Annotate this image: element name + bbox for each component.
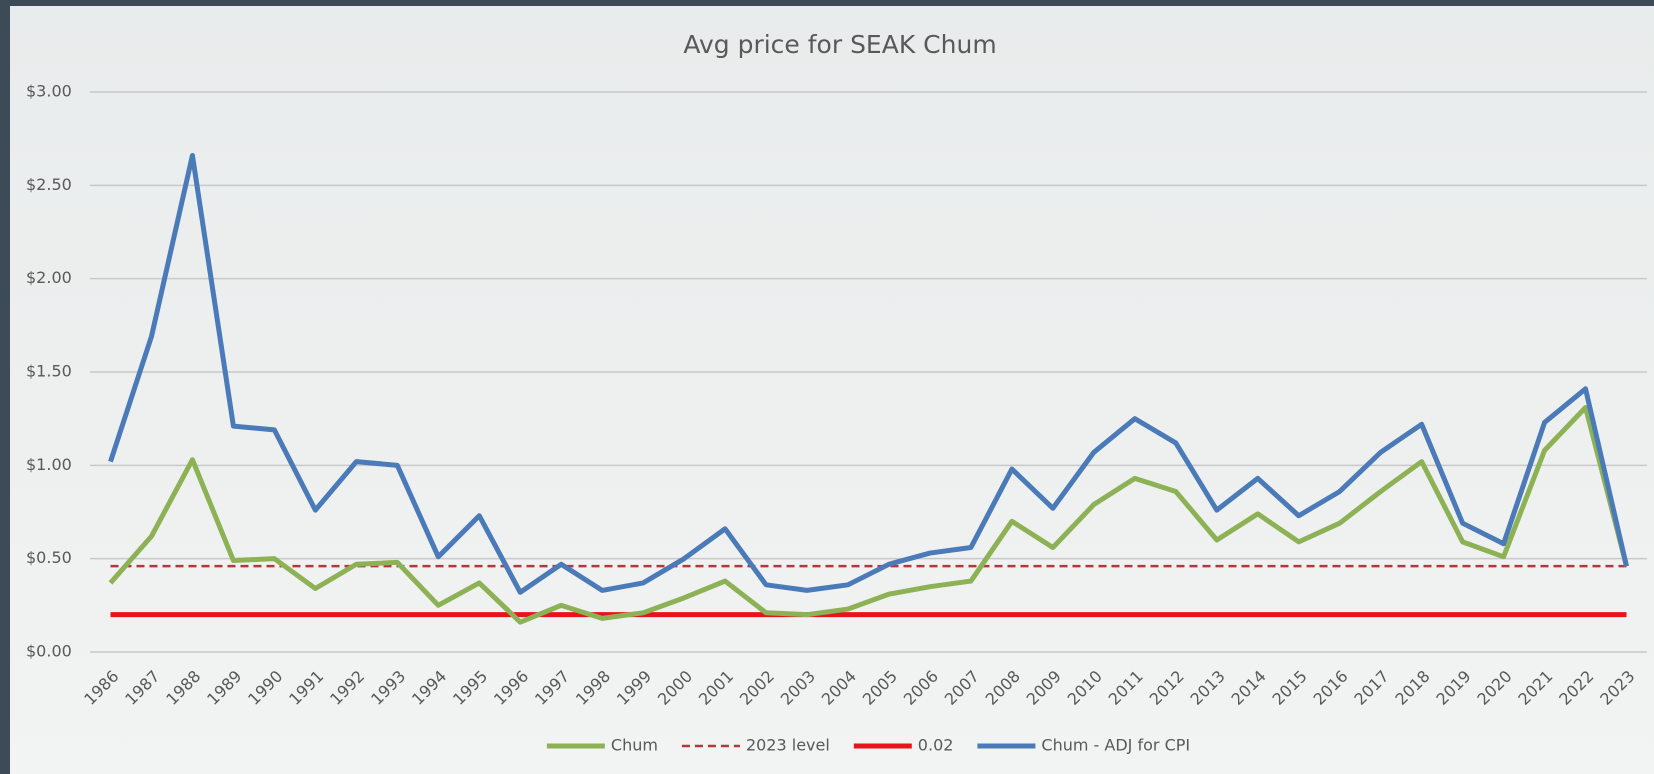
series-line <box>108 404 1629 625</box>
chart-title: Avg price for SEAK Chum <box>683 30 996 59</box>
y-tick-label: $0.00 <box>26 642 72 661</box>
y-tick-label: $2.00 <box>26 268 72 287</box>
legend-label: 0.02 <box>918 736 954 755</box>
y-tick-label: $2.50 <box>26 175 72 194</box>
y-tick-label: $1.50 <box>26 362 72 381</box>
series-line <box>108 152 1629 595</box>
y-tick-label: $3.00 <box>26 82 72 101</box>
y-tick-label: $1.00 <box>26 455 72 474</box>
legend-label: Chum <box>611 736 658 755</box>
chart-panel <box>10 6 1654 774</box>
legend-label: 2023 level <box>746 736 830 755</box>
y-tick-label: $0.50 <box>26 548 72 567</box>
legend-label: Chum - ADJ for CPI <box>1041 736 1190 755</box>
